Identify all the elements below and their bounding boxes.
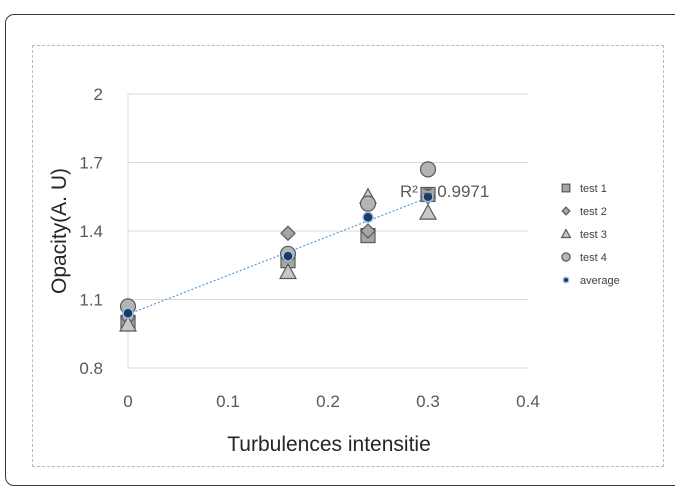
trendline-group — [127, 196, 429, 315]
legend-label-test-2: test 2 — [580, 206, 607, 218]
test-3-point — [278, 262, 298, 280]
average-point — [422, 191, 434, 203]
legend-label-average: average — [580, 275, 620, 287]
legend-label-test-4: test 4 — [580, 252, 607, 264]
test-3-point — [418, 203, 438, 220]
x-tick-label: 0.2 — [316, 392, 340, 411]
legend-marker-test-2 — [561, 206, 571, 216]
y-tick-label: 2 — [94, 85, 103, 104]
y-tick-label: 1.4 — [79, 222, 103, 241]
scatter-chart: 0.8 1.1 1.4 1.7 2 0 0.1 0.2 0.3 0.4 R² = 0.9971 O… — [48, 85, 620, 456]
legend-label-test-1: test 1 — [580, 183, 607, 195]
x-tick-label: 0.4 — [516, 392, 540, 411]
legend-marker-test-3 — [560, 228, 572, 239]
gridlines — [127, 93, 528, 369]
average-point — [122, 307, 134, 319]
y-tick-label: 1.1 — [79, 291, 103, 310]
x-tick-label: 0.1 — [216, 392, 240, 411]
test-4-point — [419, 161, 437, 178]
legend-marker-average — [562, 276, 570, 284]
y-tick-label: 1.7 — [79, 154, 103, 173]
test-4-point — [359, 195, 377, 212]
trendline — [127, 196, 429, 315]
legend-marker-test-4 — [561, 252, 571, 262]
legend-label-test-3: test 3 — [580, 229, 607, 241]
y-tick-label: 0.8 — [79, 359, 103, 378]
r-squared-annotation: R² = 0.9971 — [400, 182, 489, 201]
x-axis-title: Turbulences intensitie — [227, 433, 431, 456]
test-3-point — [118, 315, 138, 332]
legend: test 1 test 2 test 3 test 4 average — [560, 183, 620, 287]
x-tick-label: 0.3 — [416, 392, 440, 411]
legend-marker-test-1 — [561, 183, 571, 193]
axis-ticks: 0.8 1.1 1.4 1.7 2 0 0.1 0.2 0.3 0.4 — [79, 85, 539, 411]
chart-container: 0.8 1.1 1.4 1.7 2 0 0.1 0.2 0.3 0.4 R² = 0.9971 O… — [5, 14, 675, 486]
data-points — [118, 161, 438, 332]
x-tick-label: 0 — [123, 392, 132, 411]
chart-area — [32, 45, 664, 467]
average-point — [282, 250, 294, 262]
test-2-point — [360, 223, 376, 239]
test-2-point — [280, 225, 296, 242]
y-axis-title: Opacity(A. U) — [48, 168, 71, 294]
average-point — [362, 211, 374, 224]
